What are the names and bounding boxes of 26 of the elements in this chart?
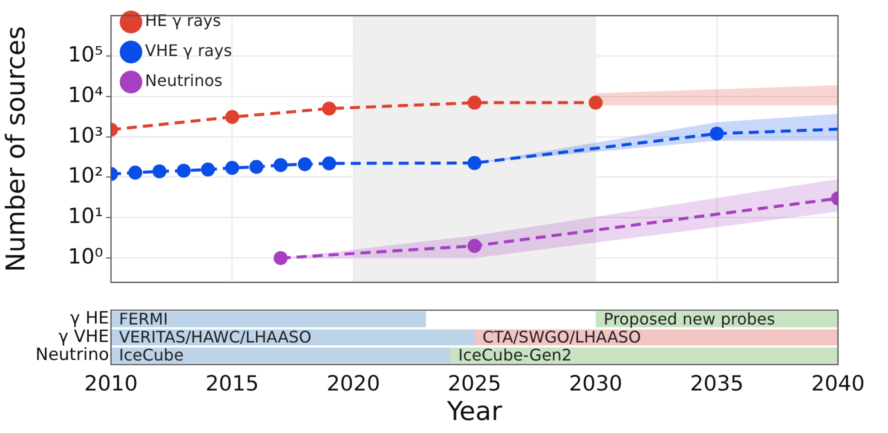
x-tick-label: 2025 [448,372,502,396]
y-tick-label: 10² [68,164,103,188]
x-tick-label: 2020 [326,372,380,396]
y-tick-label: Neutrino [35,344,109,365]
x-tick-label: 2035 [690,372,744,396]
y-tick-label: 10¹ [68,204,103,228]
y-tick-label: 10⁵ [68,42,103,66]
y-tick-label: 10³ [68,123,103,148]
y-tick-label: 10⁴ [68,82,103,107]
annotation: IceCube [119,346,184,365]
y-tick-label: γ VHE [58,326,109,347]
y-axis-title: Number of sources [1,26,32,272]
x-tick-label: 2030 [568,372,622,396]
annotation: IceCube-Gen2 [458,346,572,365]
legend-label: VHE γ rays [145,41,232,60]
x-axis-title: Year [446,397,502,428]
annotation: VERITAS/HAWC/LHAASO [119,328,312,347]
legend-label: Neutrinos [145,71,223,90]
annotation: CTA/SWGO/LHAASO [482,328,641,347]
y-tick-label: 10⁰ [68,244,103,269]
y-tick-label: γ HE [70,308,109,329]
annotation: FERMI [119,309,168,328]
x-tick-label: 2015 [205,372,259,396]
x-tick-label: 2010 [84,372,138,396]
x-tick-label: 2040 [811,372,865,396]
annotation: Proposed new probes [604,309,776,328]
